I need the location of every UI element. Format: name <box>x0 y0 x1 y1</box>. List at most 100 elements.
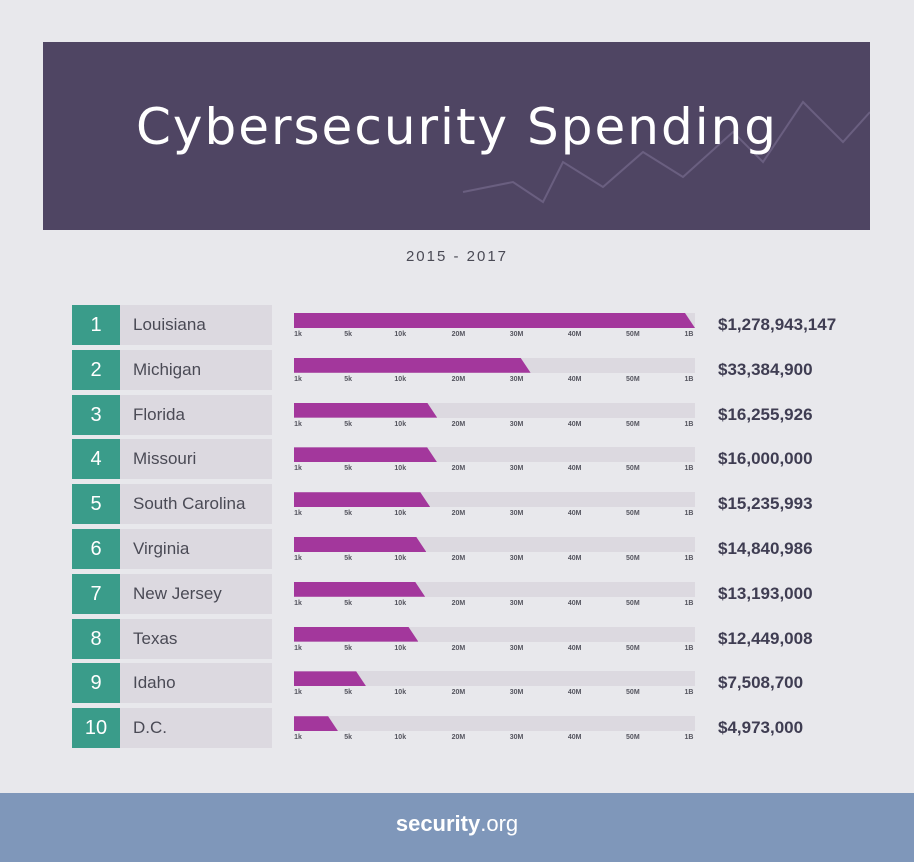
state-name: Idaho <box>120 663 272 704</box>
tick-label: 5k <box>344 644 353 652</box>
value-label: $4,973,000 <box>718 718 804 738</box>
tick-label: 30M <box>509 331 524 338</box>
rank-badge: 9 <box>72 663 120 704</box>
tick-label: 1k <box>294 555 302 562</box>
rank-badge: 7 <box>72 573 120 614</box>
title-banner <box>43 42 870 230</box>
background-chart-graphic <box>462 100 870 204</box>
chart-row: 5 South Carolina 1k 5k 10k 20M 30M 40M 50M 1B $… <box>72 484 872 525</box>
tick-label: 30M <box>509 510 524 518</box>
state-name: South Carolina <box>120 484 272 525</box>
tick-label: 1k <box>294 599 302 607</box>
value-label: $16,000,000 <box>718 449 813 469</box>
bar-track <box>294 716 695 732</box>
state-name: D.C. <box>120 708 272 749</box>
value-label: $1,278,943,147 <box>718 315 837 334</box>
tick-label: 5k <box>344 555 353 562</box>
rank-badge: 6 <box>72 529 120 569</box>
bar-track <box>294 492 695 508</box>
tick-label: 5k <box>344 734 353 742</box>
bar-track <box>294 447 695 463</box>
state-name: Michigan <box>120 349 272 390</box>
tick-label: 20M <box>451 734 466 742</box>
tick-label: 50M <box>626 644 640 652</box>
chart-row: 7 New Jersey 1k 5k 10k 20M 30M 40M 50M 1B $13,1… <box>72 573 872 614</box>
tick-label: 40M <box>567 375 582 383</box>
tick-label: 10k <box>394 465 407 473</box>
value-label: $14,840,986 <box>718 539 813 558</box>
tick-label: 1B <box>684 375 694 383</box>
tick-label: 1k <box>294 510 302 518</box>
tick-label: 1k <box>294 734 302 742</box>
tick-row: 1k 5k 10k 20M 30M 40M 50M 1B <box>294 689 695 699</box>
tick-label: 5k <box>344 420 353 428</box>
tick-label: 30M <box>509 375 524 383</box>
tick-label: 1B <box>684 420 694 428</box>
tick-label: 50M <box>626 375 640 383</box>
tick-label: 10k <box>394 331 407 338</box>
tick-label: 5k <box>344 510 353 518</box>
date-range: 2015 - 2017 <box>405 248 509 265</box>
chart-row: 9 Idaho 1k 5k 10k 20M 30M 40M 50M 1B $7,508,700 <box>72 663 872 704</box>
tick-label: 50M <box>626 689 640 697</box>
bar <box>294 447 437 462</box>
chart-row: 3 Florida 1k 5k 10k 20M 30M 40M 50M 1B $16,255,… <box>72 394 872 435</box>
tick-label: 1k <box>294 331 302 338</box>
tick-label: 40M <box>567 689 582 697</box>
tick-label: 20M <box>451 465 466 473</box>
tick-label: 1B <box>684 734 694 742</box>
tick-label: 1k <box>294 644 302 652</box>
tick-label: 30M <box>509 555 524 562</box>
tick-label: 30M <box>509 734 524 742</box>
tick-label: 40M <box>567 420 582 428</box>
tick-label: 10k <box>394 644 407 652</box>
tick-row: 1k 5k 10k 20M 30M 40M 50M 1B <box>294 555 695 565</box>
tick-label: 40M <box>567 644 582 652</box>
tick-label: 1k <box>294 420 302 428</box>
tick-label: 40M <box>567 599 582 607</box>
tick-label: 5k <box>344 331 353 338</box>
value-label: $7,508,700 <box>718 673 804 693</box>
bar-track <box>294 402 695 418</box>
tick-label: 20M <box>451 510 466 518</box>
tick-label: 50M <box>626 331 640 338</box>
bar-track <box>294 313 695 328</box>
bar <box>294 492 430 507</box>
tick-row: 1k 5k 10k 20M 30M 40M 50M 1B <box>294 465 695 475</box>
state-name: Virginia <box>120 529 272 569</box>
tick-label: 50M <box>626 465 640 473</box>
tick-label: 20M <box>451 420 466 428</box>
bar <box>294 582 425 597</box>
state-name: Louisiana <box>120 305 272 345</box>
rank-badge: 4 <box>72 439 120 480</box>
tick-label: 40M <box>567 555 582 562</box>
tick-label: 50M <box>626 420 640 428</box>
tick-row: 1k 5k 10k 20M 30M 40M 50M 1B <box>294 510 695 520</box>
state-name: Texas <box>120 618 272 659</box>
rank-badge: 5 <box>72 484 120 525</box>
chart-row: 4 Missouri 1k 5k 10k 20M 30M 40M 50M 1B $16,000… <box>72 439 872 480</box>
bar <box>294 627 418 642</box>
tick-label: 30M <box>509 599 524 607</box>
tick-label: 5k <box>344 465 353 473</box>
tick-label: 50M <box>626 555 640 562</box>
page-title: Cybersecurity Spending <box>135 98 779 156</box>
bar <box>294 313 695 328</box>
tick-label: 20M <box>451 689 466 697</box>
tick-label: 1k <box>294 375 302 383</box>
bar-track <box>294 357 695 373</box>
tick-row: 1k 5k 10k 20M 30M 40M 50M 1B <box>294 421 695 431</box>
tick-label: 1B <box>684 331 694 338</box>
tick-label: 1B <box>684 689 694 697</box>
tick-label: 30M <box>509 420 524 428</box>
bar-track <box>294 537 695 552</box>
tick-label: 40M <box>567 331 582 338</box>
tick-label: 30M <box>509 689 524 697</box>
bar-track <box>294 581 695 597</box>
tick-label: 50M <box>626 510 640 518</box>
tick-label: 5k <box>344 689 353 697</box>
bar <box>294 537 426 552</box>
state-name: Florida <box>120 394 272 435</box>
tick-row: 1k 5k 10k 20M 30M 40M 50M 1B <box>294 600 695 610</box>
tick-label: 10k <box>394 734 407 742</box>
